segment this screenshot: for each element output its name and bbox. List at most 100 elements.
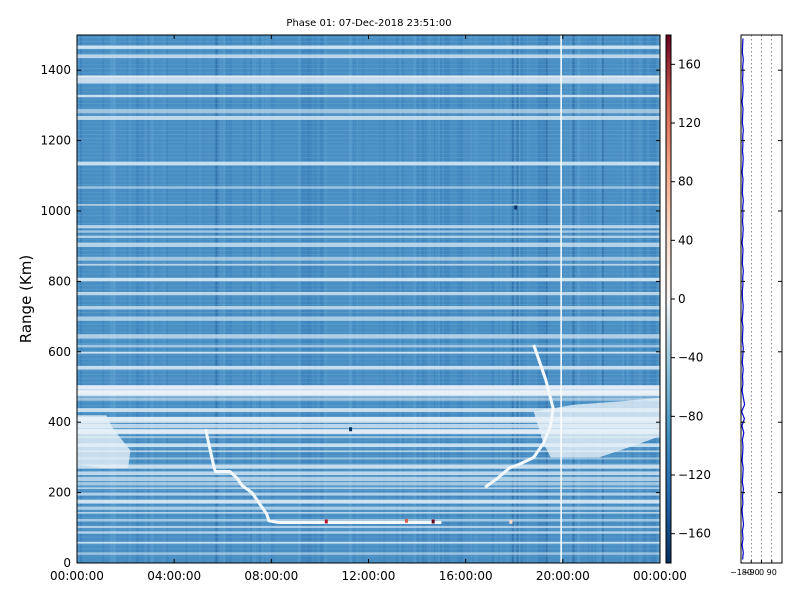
heatmap-band [77,306,660,310]
colorbar-tick-label: 40 [678,233,693,247]
heatmap-column [436,35,439,563]
heatmap-band [77,492,660,496]
heatmap-row [77,176,660,178]
heatmap-band [77,506,660,510]
heatmap-row [77,548,660,550]
heatmap-column [152,35,155,563]
heatmap-row [77,222,660,224]
heatmap-row [77,122,660,124]
heatmap-column [224,35,228,563]
heatmap-column [395,35,399,563]
heatmap-row [77,459,660,461]
heatmap-band [77,464,660,469]
heatmap-band [77,94,660,98]
heatmap-row [77,412,660,414]
heatmap-row [77,490,660,492]
side-x-tick-label: −180 [730,568,752,577]
heatmap-column [313,35,317,563]
heatmap-column [197,35,200,563]
heatmap-band-wide [77,429,660,435]
x-tick-label: 00:00:00 [633,569,687,583]
heatmap-band [77,511,660,514]
echo-region-morning [77,415,131,468]
heatmap-row [77,528,660,530]
heatmap-band [77,450,660,453]
heatmap-column [421,35,425,563]
heatmap-row [77,168,660,170]
colorbar-tick-label: −80 [678,409,703,423]
heatmap-column [433,35,435,563]
heatmap-column [351,35,356,563]
heatmap-column [591,35,593,563]
heatmap-row [77,91,660,93]
y-tick-label: 800 [48,274,71,288]
heatmap-dark-column [511,35,514,563]
heatmap-column [162,35,165,563]
heatmap-column [109,35,113,563]
heatmap-band-wide [77,390,660,397]
x-tick-label: 16:00:00 [439,569,493,583]
colorbar-axes: −160 −120 −80 −40 0 40 80 120 160 [671,57,711,541]
heatmap-row [77,164,660,166]
heatmap-column [250,35,253,563]
heatmap-column [258,35,261,563]
heatmap-column [459,35,463,563]
heatmap-column [537,35,542,563]
heatmap-column [77,35,79,563]
x-tick-label: 00:00:00 [50,569,104,583]
heatmap-row [77,261,660,263]
heatmap-row [77,153,660,155]
heatmap-band [77,256,660,261]
heatmap-column [643,35,647,563]
heatmap-row [77,509,660,511]
x-tick-label: 04:00:00 [147,569,201,583]
heatmap-row [77,99,660,101]
heatmap-band [77,235,660,238]
heatmap-row [77,540,660,542]
heatmap-column [639,35,641,563]
heatmap-band [77,471,660,476]
heatmap-band [77,552,660,555]
heatmap-row [77,513,660,515]
heatmap-row [77,370,660,372]
heatmap-row [77,161,660,163]
heatmap-column [310,35,313,563]
heatmap-row [77,377,660,379]
heatmap-row [77,219,660,221]
heatmap-column [270,35,275,563]
heatmap-row [77,207,660,209]
heatmap-row [77,234,660,236]
heatmap-row [77,470,660,472]
colorbar-tick-label: −40 [678,351,703,365]
colorbar-tick-label: −120 [678,468,711,482]
heatmap-row [77,373,660,375]
heatmap-speckle [349,427,353,432]
heatmap-row [77,126,660,128]
heatmap-row [77,401,660,403]
heatmap-column [444,35,447,563]
heatmap-column [520,35,524,563]
heatmap-band [77,365,660,370]
heatmap-column [543,35,546,563]
heatmap-band [77,397,660,401]
heatmap-column [492,35,495,563]
chart-title: Phase 01: 07-Dec-2018 23:51:00 [286,18,451,29]
heatmap-row [77,300,660,302]
heatmap-column [252,35,257,563]
heatmap-row [77,253,660,255]
colorbar-tick-label: 0 [678,292,686,306]
heatmap-row [77,106,660,108]
heatmap-column [268,35,271,563]
heatmap-row [77,102,660,104]
heatmap-column [150,35,154,563]
heatmap-row [77,381,660,383]
heatmap-column [631,35,634,563]
side-axes: −180−90 0 90 [730,69,782,577]
heatmap-band [77,519,660,522]
y-tick-label: 1200 [40,134,71,148]
y-tick-label: 1000 [40,204,71,218]
heatmap-row [77,64,660,66]
heatmap-row [77,315,660,317]
heatmap-column [653,35,657,563]
